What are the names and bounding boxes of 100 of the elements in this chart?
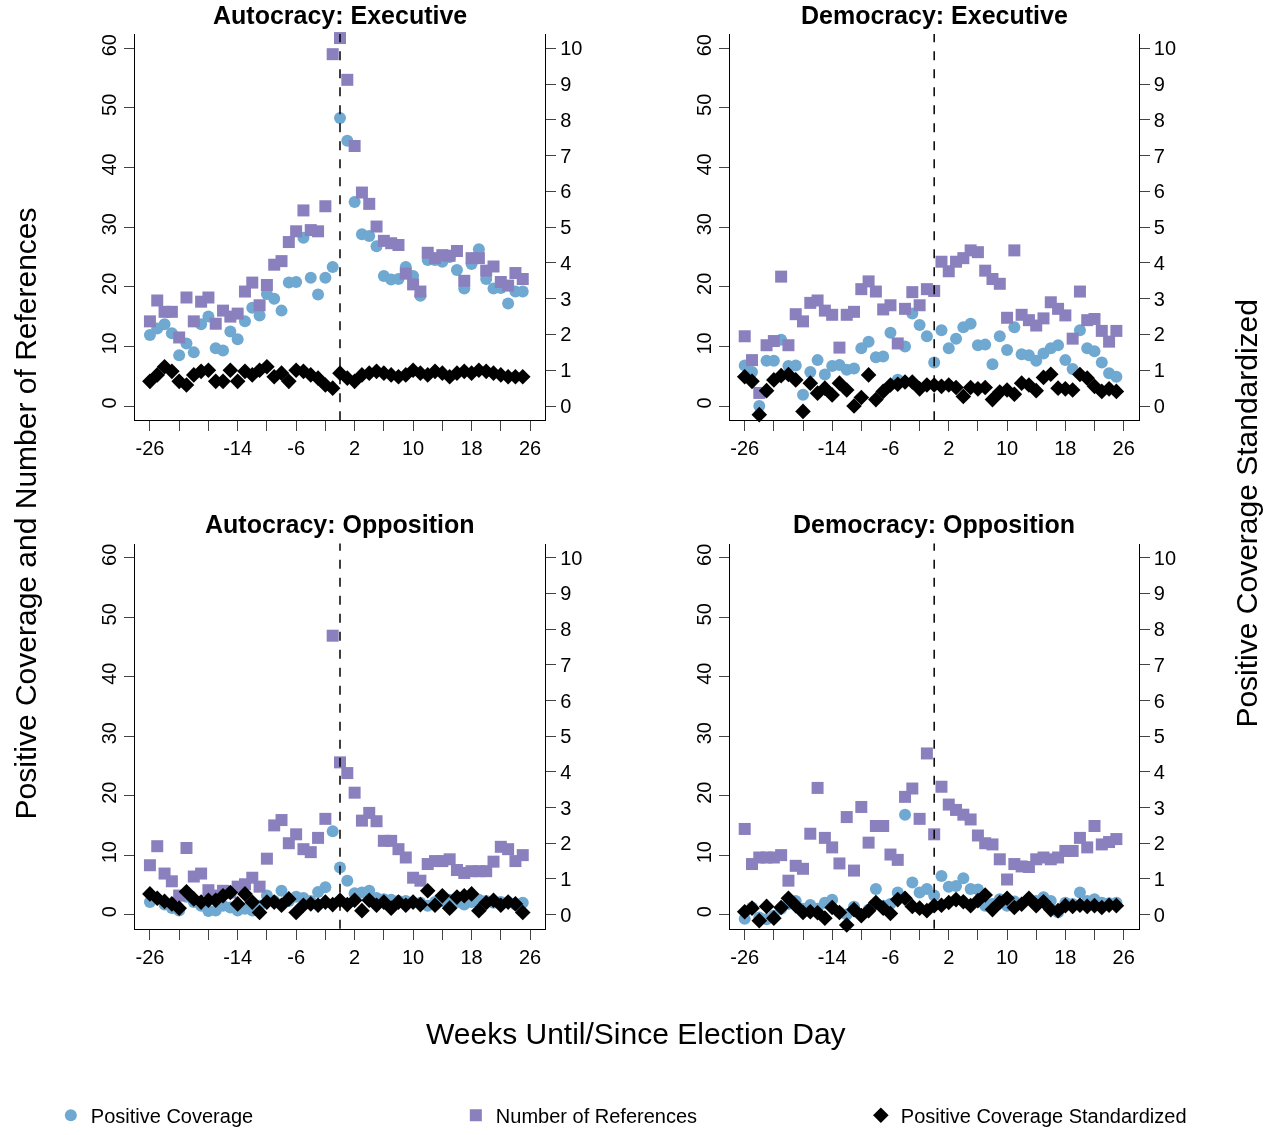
legend-label: Number of References: [495, 1105, 698, 1128]
y2-tick-label: 2: [1153, 323, 1165, 346]
x-tick-label: -6: [881, 945, 900, 968]
y2-tick-label: 7: [560, 144, 572, 167]
y2-tick-label: 8: [560, 618, 572, 641]
y2-tick-label: 9: [560, 73, 572, 95]
y2-tick-label: 6: [1153, 180, 1165, 203]
x-tick-label: -14: [223, 945, 253, 968]
x-tick-label: 18: [460, 437, 483, 460]
x-tick-label: 2: [349, 945, 361, 968]
y2-tick-label: 8: [560, 108, 572, 131]
y2-tick-label: 2: [560, 323, 572, 346]
y2-tick-label: 6: [560, 689, 572, 712]
y-tick-label: 30: [97, 722, 120, 745]
legend-label: Positive Coverage: [90, 1105, 254, 1128]
x-tick-label: 2: [349, 437, 361, 460]
y2-tick-label: 10: [560, 546, 583, 569]
y2-tick-label: 1: [560, 867, 572, 890]
y-tick-label: 20: [97, 272, 120, 295]
legend-label: Positive Coverage Standardized: [900, 1105, 1187, 1128]
chart-title: Autocracy: Opposition: [205, 510, 475, 538]
y-tick-label: 10: [692, 840, 715, 864]
y2-tick-label: 1: [560, 359, 572, 382]
y2-tick-label: 4: [560, 251, 572, 274]
y2-tick-label: 4: [560, 760, 572, 783]
y2-tick-label: 0: [1153, 395, 1165, 418]
x-tick-label: 26: [1112, 437, 1135, 460]
y-tick-label: 30: [97, 213, 120, 236]
x-tick-label: 26: [518, 945, 542, 968]
y-tick-label: 50: [692, 603, 715, 626]
y2-tick-label: 4: [1153, 251, 1165, 274]
y-tick-label: 40: [692, 662, 715, 685]
x-tick-label: -6: [287, 437, 306, 460]
x-tick-label: -26: [135, 945, 165, 968]
y2-tick-label: 3: [1153, 287, 1165, 310]
y-tick-label: 40: [97, 153, 120, 176]
x-tick-label: -14: [223, 437, 253, 460]
x-tick-label: 18: [1054, 945, 1077, 968]
y-tick-label: 40: [692, 153, 715, 176]
y2-tick-label: 2: [1153, 832, 1165, 855]
y2-tick-label: 9: [1153, 73, 1165, 95]
y2-tick-label: 10: [1153, 37, 1177, 60]
y-tick-label: 60: [692, 543, 715, 566]
x-tick-label: -26: [730, 945, 760, 968]
y2-tick-label: 8: [1153, 108, 1165, 131]
y-tick-label: 50: [97, 93, 120, 116]
y2-tick-label: 3: [1153, 796, 1165, 819]
y-tick-label: 20: [692, 781, 715, 804]
y2-tick-label: 7: [560, 653, 572, 676]
y2-tick-label: 10: [1153, 546, 1177, 569]
y2-axis-title: Positive Coverage Standardized: [1229, 299, 1263, 728]
y-axis-title: Positive Coverage and Number of References: [9, 207, 43, 820]
y2-tick-label: 9: [1153, 582, 1165, 605]
x-tick-label: 2: [943, 437, 955, 460]
y2-tick-label: 0: [1153, 903, 1165, 926]
x-axis-title: Weeks Until/Since Election Day: [426, 1017, 846, 1050]
y-tick-label: 30: [692, 213, 715, 236]
y2-tick-label: 2: [560, 832, 572, 855]
y2-tick-label: 5: [1153, 725, 1165, 748]
y2-tick-label: 5: [1153, 216, 1165, 239]
y2-tick-label: 9: [560, 582, 572, 605]
y-tick-label: 0: [692, 397, 715, 409]
x-tick-label: 2: [943, 945, 955, 968]
x-tick-label: -26: [730, 437, 760, 460]
y-tick-label: 50: [692, 93, 715, 116]
y2-tick-label: 0: [560, 395, 572, 418]
y2-tick-label: 6: [560, 180, 572, 203]
x-tick-label: 10: [995, 437, 1019, 460]
y2-tick-label: 6: [1153, 689, 1165, 712]
y-tick-label: 10: [97, 332, 120, 355]
y2-tick-label: 8: [1153, 618, 1165, 641]
y2-tick-label: 10: [560, 37, 583, 60]
x-tick-label: -6: [287, 945, 306, 968]
y-tick-label: 10: [692, 332, 715, 355]
y-tick-label: 60: [97, 34, 120, 57]
y-tick-label: 30: [692, 722, 715, 745]
x-tick-label: 26: [518, 437, 542, 460]
y2-tick-label: 7: [1153, 144, 1165, 167]
x-tick-label: 10: [995, 945, 1019, 968]
y2-tick-label: 0: [560, 903, 572, 926]
y-tick-label: 0: [97, 397, 120, 409]
y2-tick-label: 5: [560, 216, 572, 239]
y2-tick-label: 1: [1153, 359, 1165, 382]
y-tick-label: 10: [97, 840, 120, 864]
x-tick-label: 10: [401, 437, 425, 460]
x-tick-label: 18: [1054, 437, 1077, 460]
y-tick-label: 50: [97, 603, 120, 626]
chart-title: Autocracy: Executive: [213, 1, 468, 29]
y2-tick-label: 1: [1153, 867, 1165, 890]
y-tick-label: 40: [97, 662, 120, 685]
x-tick-label: 10: [401, 945, 425, 968]
y-tick-label: 0: [97, 906, 120, 918]
x-tick-label: 18: [460, 945, 483, 968]
y2-tick-label: 5: [560, 725, 572, 748]
y-tick-label: 60: [97, 543, 120, 566]
chart-title: Democracy: Executive: [801, 1, 1068, 29]
y2-tick-label: 3: [560, 796, 572, 819]
y-tick-label: 0: [692, 906, 715, 918]
y2-tick-label: 7: [1153, 653, 1165, 676]
x-tick-label: -14: [817, 437, 847, 460]
